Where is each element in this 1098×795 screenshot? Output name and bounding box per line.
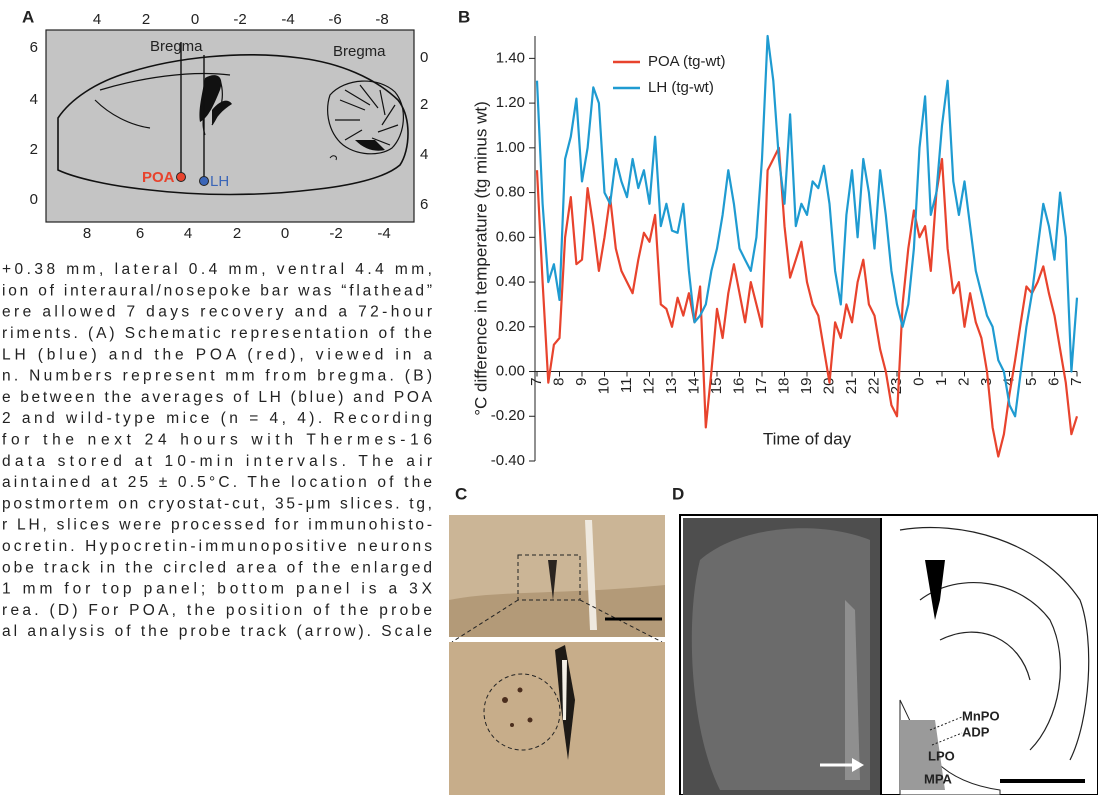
- x-tick-label: 16: [730, 378, 747, 395]
- axis-tick-label: 0: [30, 191, 38, 208]
- axis-tick-label: 6: [420, 196, 428, 213]
- panel-letter: A: [22, 7, 34, 26]
- lh-label: LH: [210, 173, 229, 190]
- x-tick-label: 11: [618, 378, 635, 394]
- axis-tick-label: 0: [420, 49, 428, 66]
- caption-line: data stored at 10-min intervals. The air: [2, 453, 432, 470]
- caption-line: ocretin. Hypocretin-immunopositive neuro…: [2, 538, 432, 555]
- caption-line: e between the averages of LH (blue) and …: [2, 389, 433, 406]
- y-axis-title: °C difference in temperature (tg minus w…: [471, 101, 490, 416]
- axis-tick-label: 4: [30, 91, 38, 108]
- axis-tick-label: 4: [184, 225, 192, 242]
- y-tick-label: 1.00: [496, 139, 525, 156]
- x-tick-label: 7: [528, 378, 545, 386]
- micrograph-c: [449, 515, 665, 795]
- axis-tick-label: 8: [83, 225, 91, 242]
- x-tick-label: 23: [888, 378, 905, 395]
- x-tick-label: 0: [910, 378, 927, 386]
- caption-line: riments. (A) Schematic representation of…: [2, 325, 432, 342]
- x-tick-label: 21: [843, 378, 860, 395]
- axis-tick-label: -4: [281, 11, 294, 28]
- axis-tick-label: -2: [329, 225, 342, 242]
- x-tick-label: 12: [640, 378, 657, 395]
- caption-line: aintained at 25 ± 0.5°C. The location of…: [2, 474, 432, 491]
- region-label: MnPO: [962, 708, 1000, 723]
- y-tick-label: 1.20: [496, 94, 525, 111]
- axis-tick-label: 2: [420, 96, 428, 113]
- axis-tick-label: 2: [233, 225, 241, 242]
- caption-line: for the next 24 hours with Thermes-16: [2, 431, 432, 448]
- caption-line: postmortem on cryostat-cut, 35-μm slices…: [2, 495, 432, 512]
- x-tick-label: 5: [1023, 378, 1040, 386]
- poa-label: POA: [142, 169, 175, 186]
- x-tick-label: 4: [1000, 378, 1017, 386]
- region-label: ADP: [962, 724, 990, 739]
- axis-tick-label: -6: [328, 11, 341, 28]
- x-tick-label: 3: [978, 378, 995, 386]
- x-tick-label: 10: [595, 378, 612, 395]
- axis-tick-label: 6: [30, 39, 38, 56]
- line-chart: -0.40 -0.20 0.00 0.20 0.40 0.60 0.80 1.00 1.20 1.…: [471, 34, 1085, 469]
- caption-line: +0.38 mm, lateral 0.4 mm, ventral 4.4 mm…: [2, 261, 432, 278]
- section-d: [679, 514, 1098, 795]
- caption-line: 1 mm for top panel; bottom panel is a 3X: [2, 581, 433, 598]
- axis-tick-label: 0: [191, 11, 199, 28]
- region-label: MPA: [924, 771, 953, 786]
- axis-tick-label: -4: [377, 225, 390, 242]
- x-tick-label: 15: [708, 378, 725, 395]
- y-tick-label: 0.40: [496, 273, 525, 290]
- y-tick-label: 1.40: [496, 49, 525, 66]
- y-tick-label: 0.00: [496, 362, 525, 379]
- data-line: [535, 146, 1079, 458]
- x-tick-label: 8: [550, 378, 567, 386]
- x-tick-label: 14: [685, 378, 702, 395]
- bregma-label: Bregma: [333, 43, 386, 60]
- panel-letter: C: [455, 484, 467, 503]
- caption-line: ion of interaural/nosepoke bar was “flat…: [2, 282, 432, 299]
- x-tick-label: 17: [753, 378, 770, 395]
- brain-schematic: [45, 29, 415, 223]
- panel-letter: B: [458, 7, 470, 26]
- legend-label: LH (tg-wt): [648, 79, 714, 96]
- x-tick-label: 1: [933, 378, 950, 386]
- y-tick-label: -0.20: [491, 407, 525, 424]
- y-tick-label: 0.20: [496, 318, 525, 335]
- caption-line: obe track in the circled area of the enl…: [2, 559, 432, 576]
- data-line: [535, 34, 1079, 418]
- x-tick-label: 19: [798, 378, 815, 395]
- x-tick-label: 9: [573, 378, 590, 386]
- bregma-label: Bregma: [150, 38, 203, 55]
- caption-line: rea. (D) For POA, the position of the pr…: [2, 602, 432, 619]
- caption-line: ere allowed 7 days recovery and a 72-hou…: [2, 304, 432, 321]
- legend-label: POA (tg-wt): [648, 53, 726, 70]
- axis-tick-label: 6: [136, 225, 144, 242]
- axis-tick-label: 0: [281, 225, 289, 242]
- x-tick-label: 20: [820, 378, 837, 395]
- region-label: LPO: [928, 748, 955, 763]
- x-tick-label: 2: [955, 378, 972, 386]
- axis-tick-label: 4: [93, 11, 101, 28]
- caption-line: al analysis of the probe track (arrow). …: [2, 623, 432, 640]
- axis-tick-label: 2: [142, 11, 150, 28]
- y-tick-label: 0.60: [496, 228, 525, 245]
- axis-tick-label: -2: [233, 11, 246, 28]
- axis-tick-label: -8: [375, 11, 388, 28]
- caption-line: LH (blue) and the POA (red), viewed in a: [2, 346, 432, 363]
- caption-line: 2 and wild-type mice (n = 4, 4). Recordi…: [2, 410, 432, 427]
- y-tick-label: 0.80: [496, 184, 525, 201]
- x-tick-label: 13: [663, 378, 680, 395]
- axis-tick-label: 4: [420, 146, 428, 163]
- x-tick-label: 22: [865, 378, 882, 395]
- y-tick-label: -0.40: [491, 452, 525, 469]
- x-tick-label: 6: [1045, 378, 1062, 386]
- caption-line: r LH, slices were processed for immunohi…: [2, 517, 432, 534]
- caption-line: n. Numbers represent mm from bregma. (B): [2, 368, 432, 385]
- panel-letter: D: [672, 484, 684, 503]
- x-tick-label: 7: [1068, 378, 1085, 386]
- axis-tick-label: 2: [30, 141, 38, 158]
- x-axis-title: Time of day: [763, 429, 852, 448]
- x-tick-label: 18: [775, 378, 792, 395]
